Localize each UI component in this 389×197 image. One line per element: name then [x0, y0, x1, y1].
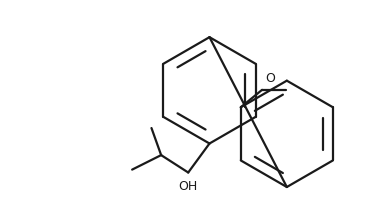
Text: O: O [265, 72, 275, 85]
Text: OH: OH [179, 180, 198, 193]
